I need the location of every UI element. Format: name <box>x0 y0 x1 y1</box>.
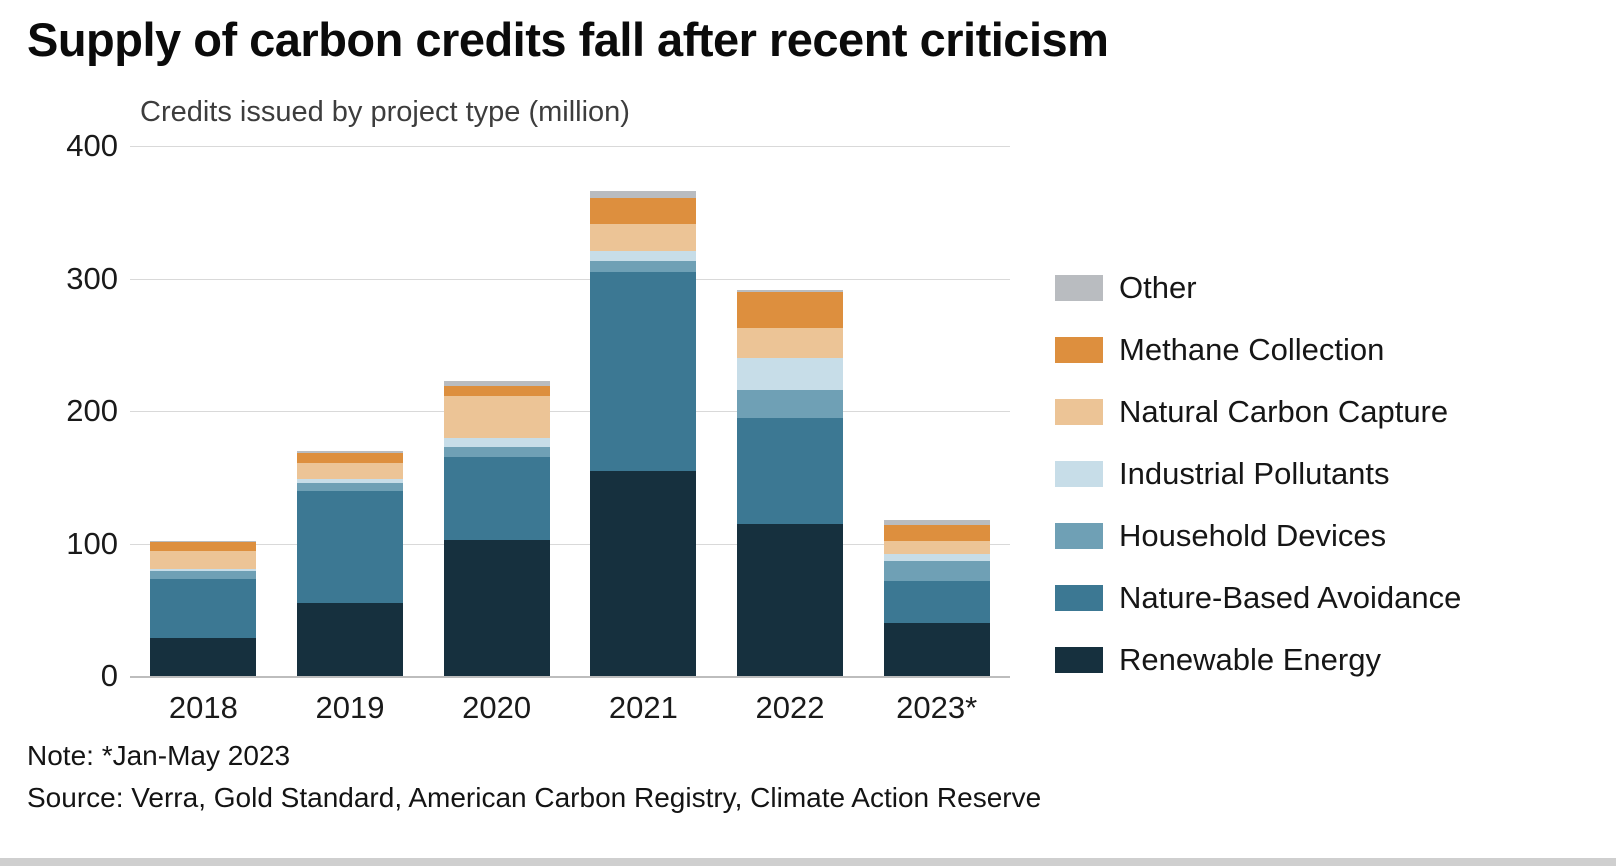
segment-household-devices <box>590 261 697 272</box>
x-tick-label-2022: 2022 <box>755 690 825 725</box>
bar-2022 <box>737 290 843 676</box>
segment-nature-based-avoidance <box>590 271 697 471</box>
segment-renewable-energy <box>883 623 990 676</box>
segment-other <box>150 540 257 543</box>
legend-item-other: Other <box>1055 257 1461 319</box>
segment-household-devices <box>150 571 257 580</box>
legend-item-renewable-energy: Renewable Energy <box>1055 629 1461 691</box>
footnote: Note: *Jan-May 2023 <box>27 740 291 771</box>
segment-nature-based-avoidance <box>883 580 990 623</box>
bar-2019 <box>297 450 403 676</box>
x-tick-label-2019: 2019 <box>315 690 385 725</box>
segment-natural-carbon-capture <box>297 462 403 479</box>
segment-other <box>443 380 550 386</box>
segment-renewable-energy <box>443 539 550 676</box>
y-tick-label-0: 0 <box>100 658 118 693</box>
legend-item-household-devices: Household Devices <box>1055 505 1461 567</box>
legend-swatch-icon <box>1055 461 1103 487</box>
segment-industrial-pollutants <box>443 437 550 447</box>
segment-household-devices <box>297 482 403 491</box>
segment-methane-collection <box>590 197 697 225</box>
legend-swatch-icon <box>1055 585 1103 611</box>
legend-swatch-icon <box>1055 399 1103 425</box>
gridline-400 <box>130 146 1010 147</box>
legend-label: Natural Carbon Capture <box>1119 394 1449 429</box>
segment-methane-collection <box>737 291 843 328</box>
segment-natural-carbon-capture <box>443 396 550 438</box>
legend-label: Household Devices <box>1119 518 1387 553</box>
legend-item-methane-collection: Methane Collection <box>1055 319 1461 381</box>
x-tick-label-2021: 2021 <box>608 690 678 725</box>
bottom-divider <box>0 858 1616 866</box>
segment-nature-based-avoidance <box>443 457 550 540</box>
segment-household-devices <box>883 560 990 581</box>
segment-industrial-pollutants <box>297 478 403 483</box>
segment-natural-carbon-capture <box>150 551 257 569</box>
legend-swatch-icon <box>1055 647 1103 673</box>
segment-natural-carbon-capture <box>737 327 843 359</box>
x-tick-label-2018: 2018 <box>168 690 238 725</box>
segment-methane-collection <box>297 453 403 463</box>
legend-label: Industrial Pollutants <box>1119 456 1390 491</box>
segment-methane-collection <box>150 542 257 552</box>
segment-methane-collection <box>883 524 990 541</box>
segment-renewable-energy <box>737 523 843 676</box>
x-tick-label-2020: 2020 <box>462 690 532 725</box>
gridline-300 <box>130 278 1010 280</box>
segment-other <box>590 191 697 198</box>
source-line: Source: Verra, Gold Standard, American C… <box>27 782 1042 813</box>
segment-other <box>297 450 403 454</box>
legend-label: Nature-Based Avoidance <box>1119 580 1462 615</box>
segment-industrial-pollutants <box>590 250 697 262</box>
x-axis: 2018 2019 2020 2021 2022 2023* <box>130 690 1010 730</box>
segment-natural-carbon-capture <box>590 224 697 251</box>
gridline-100 <box>130 543 1010 545</box>
segment-natural-carbon-capture <box>883 540 990 555</box>
segment-methane-collection <box>443 385 550 397</box>
segment-renewable-energy <box>590 470 697 676</box>
legend-item-nature-based-avoidance: Nature-Based Avoidance <box>1055 567 1461 629</box>
bar-2023 <box>883 519 990 676</box>
segment-household-devices <box>443 446 550 458</box>
y-tick-label-100: 100 <box>66 525 118 561</box>
y-axis: 0 100 200 300 400 <box>18 128 118 693</box>
segment-renewable-energy <box>150 637 257 676</box>
bar-2021 <box>590 191 697 676</box>
legend-label: Renewable Energy <box>1119 642 1381 677</box>
bar-2020 <box>443 380 550 676</box>
y-tick-label-400: 400 <box>66 128 118 163</box>
segment-industrial-pollutants <box>883 554 990 561</box>
y-tick-label-200: 200 <box>66 393 118 428</box>
segment-industrial-pollutants <box>150 568 257 572</box>
legend-label: Methane Collection <box>1119 332 1385 367</box>
gridline-200 <box>130 411 1010 412</box>
segment-household-devices <box>737 389 843 418</box>
y-tick-label-300: 300 <box>66 260 118 296</box>
segment-other <box>737 290 843 292</box>
x-tick-label-2023: 2023* <box>896 690 978 725</box>
legend-swatch-icon <box>1055 523 1103 549</box>
segment-renewable-energy <box>297 603 403 676</box>
segment-nature-based-avoidance <box>297 490 403 604</box>
segment-other <box>883 519 990 525</box>
gridline-0 <box>130 676 1010 678</box>
segment-nature-based-avoidance <box>737 417 843 524</box>
legend-label: Other <box>1119 270 1197 305</box>
legend: Other Methane Collection Natural Carbon Ca… <box>1055 257 1461 691</box>
legend-swatch-icon <box>1055 275 1103 301</box>
chart-subtitle: Credits issued by project type (million) <box>140 96 630 128</box>
segment-industrial-pollutants <box>737 358 843 390</box>
segment-nature-based-avoidance <box>150 579 257 638</box>
legend-swatch-icon <box>1055 337 1103 363</box>
legend-item-natural-carbon-capture: Natural Carbon Capture <box>1055 381 1461 443</box>
bar-2018 <box>150 540 257 676</box>
plot-area <box>130 146 1010 678</box>
legend-item-industrial-pollutants: Industrial Pollutants <box>1055 443 1461 505</box>
chart-title: Supply of carbon credits fall after rece… <box>27 13 1109 66</box>
